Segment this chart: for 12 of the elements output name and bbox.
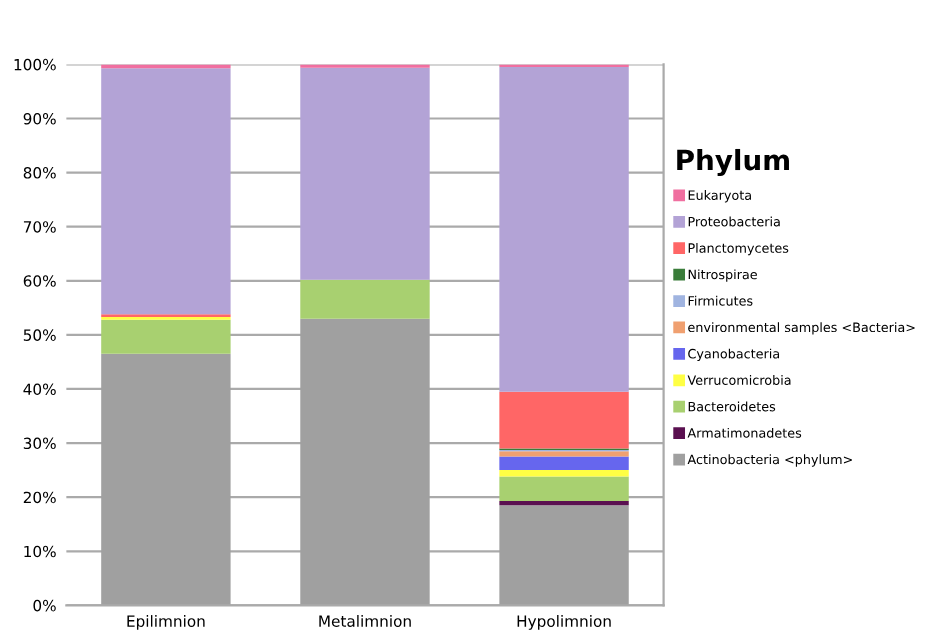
bar	[499, 67, 629, 392]
bar	[499, 500, 629, 506]
bar	[499, 470, 629, 477]
bar	[101, 319, 231, 354]
bar	[499, 391, 629, 449]
legend-title: Phylum	[677, 148, 789, 177]
bar	[300, 67, 430, 280]
bar	[499, 456, 629, 471]
bar	[499, 476, 629, 501]
bar	[300, 279, 430, 319]
bar	[499, 451, 629, 457]
bar	[101, 68, 231, 315]
